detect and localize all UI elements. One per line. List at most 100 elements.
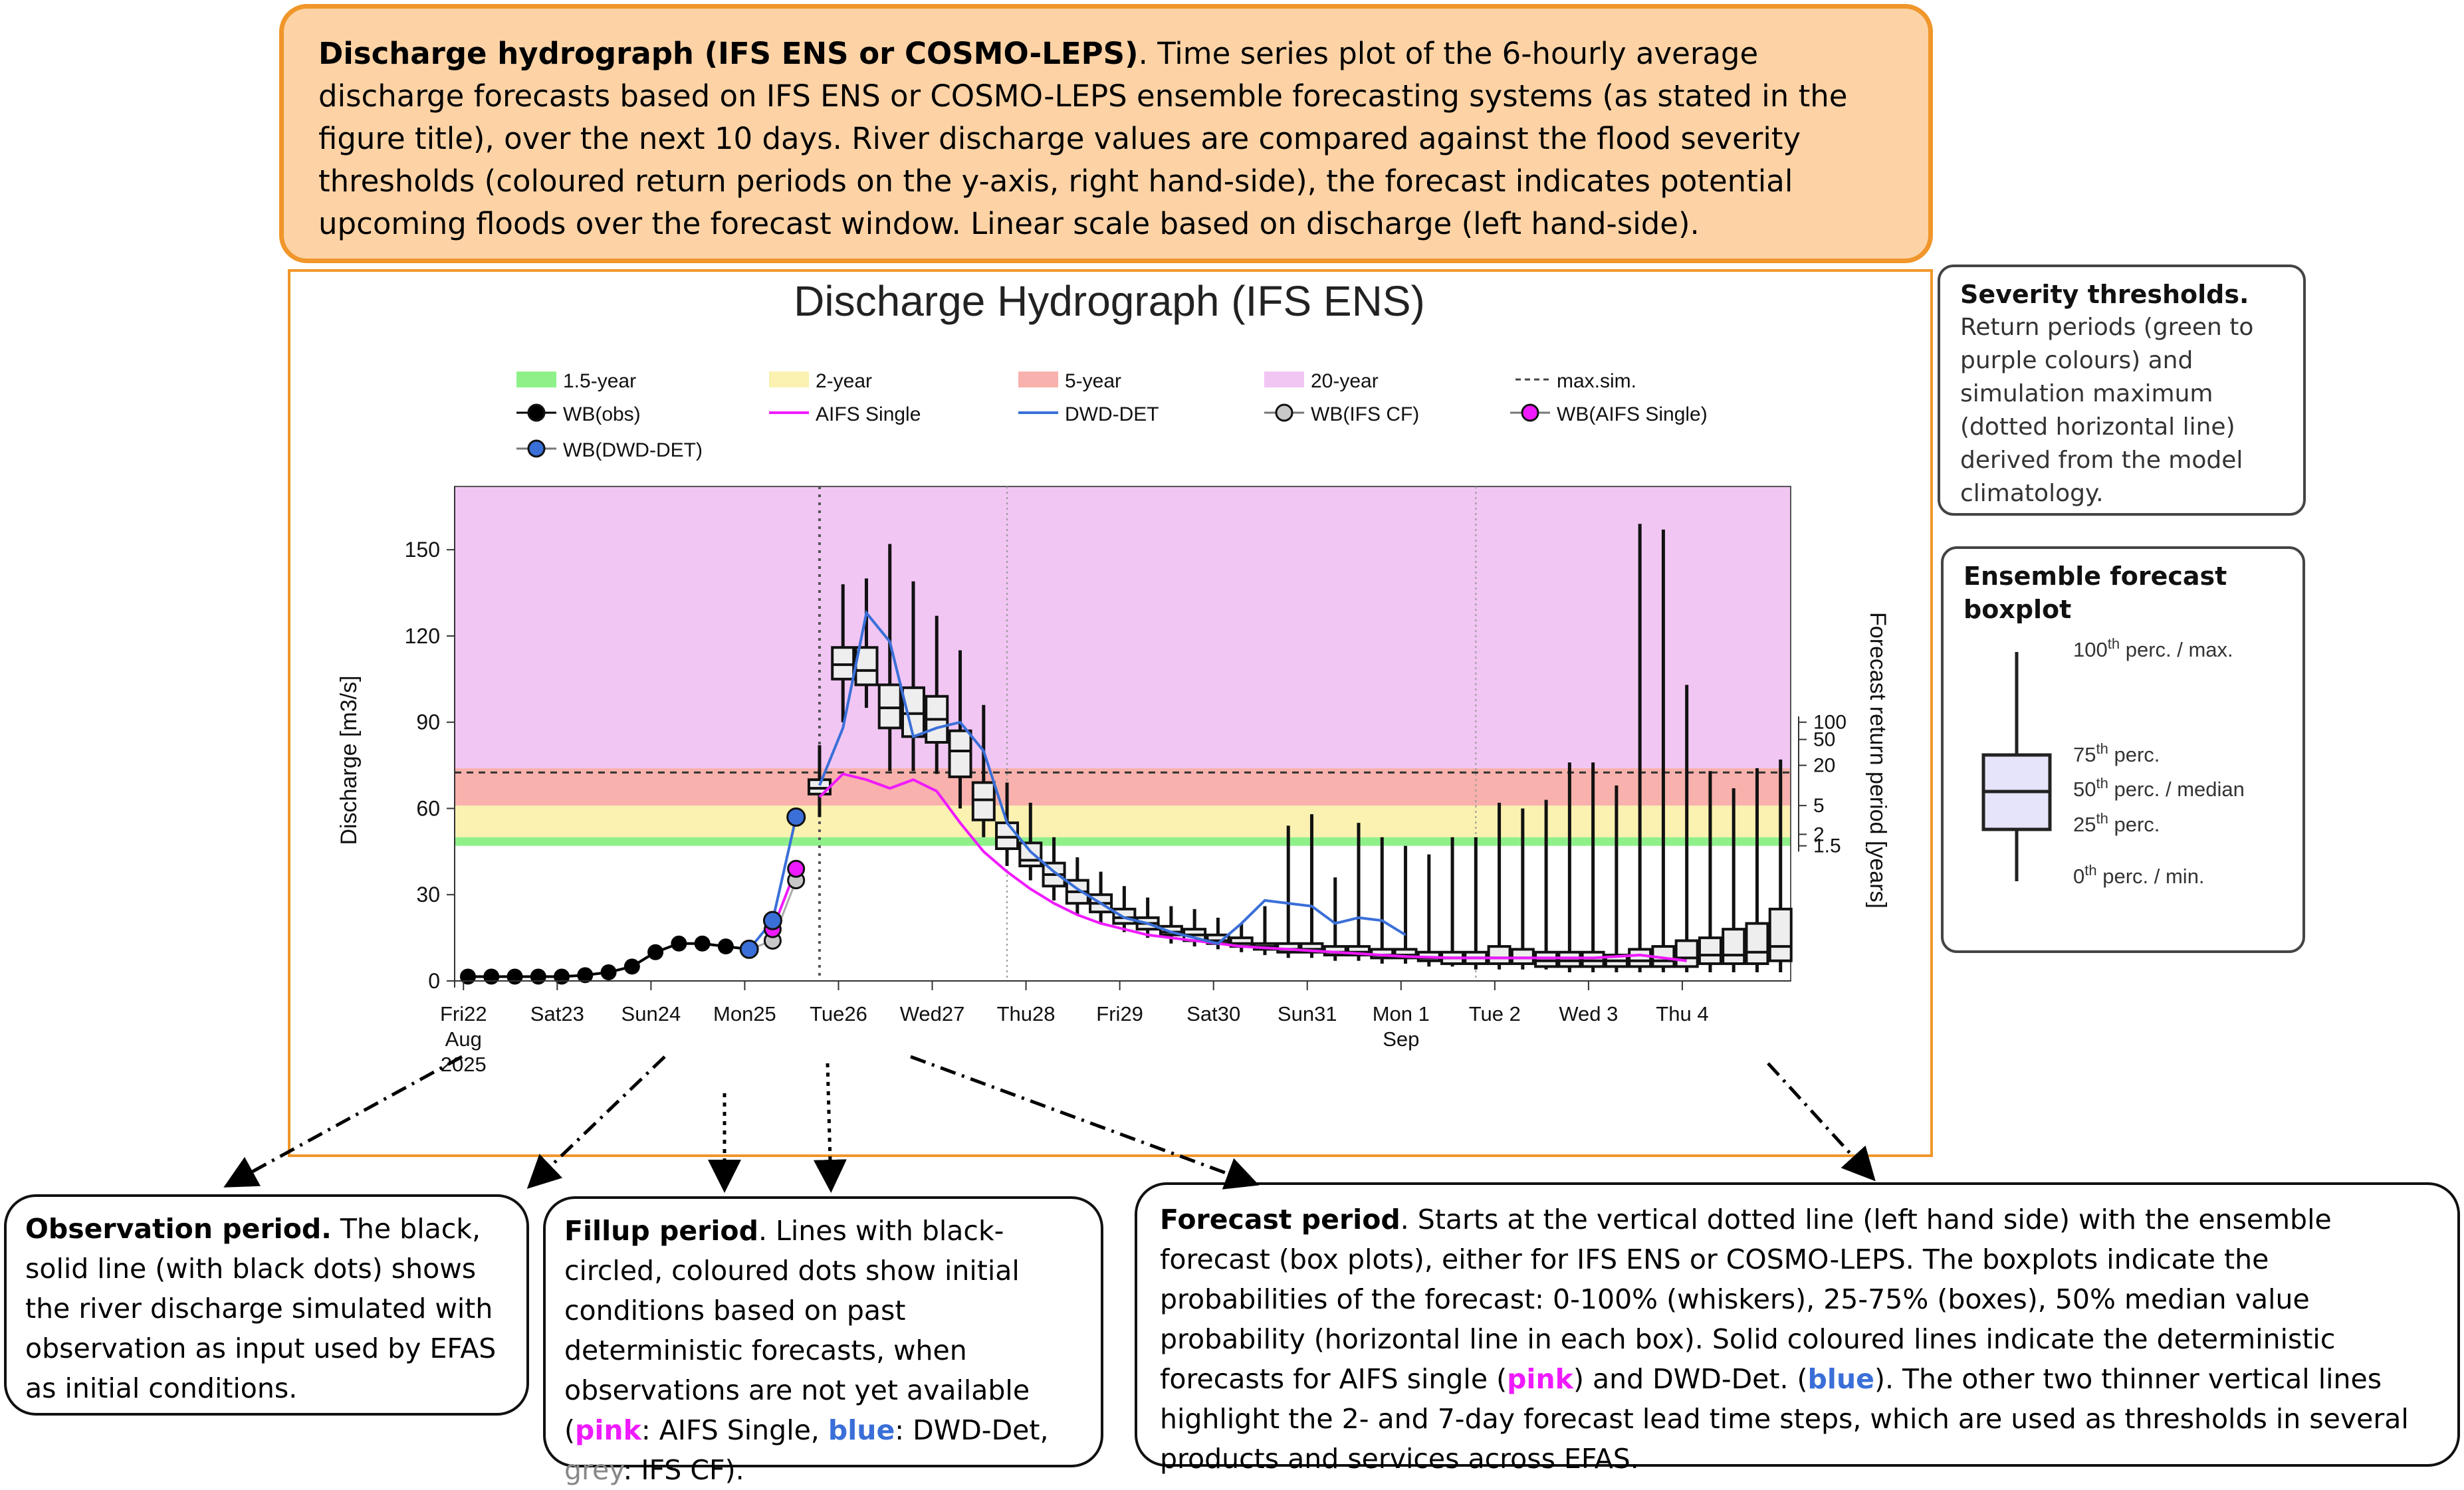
ensemble-boxplot [1534, 799, 1559, 970]
band-1.5-year [455, 837, 1791, 846]
boxplot-legend-label: 100th perc. / max. [2073, 635, 2233, 661]
boxplot-box [1581, 950, 1605, 968]
legend-label: 1.5-year [563, 370, 636, 392]
boxplot-label-num: 25 [2073, 813, 2096, 836]
boxplot-label-sup: th [2096, 810, 2108, 827]
top-description-note: Discharge hydrograph (IFS ENS or COSMO-L… [279, 4, 1933, 263]
fill-note-text-4: : IFS CF). [623, 1454, 744, 1486]
wb-obs-point [530, 968, 546, 985]
y-tick-label: 60 [416, 796, 440, 820]
fill-note-text-1: . Lines with black-circled, coloured dot… [564, 1215, 1030, 1446]
fc-note-blue: blue [1807, 1363, 1874, 1395]
y-axis-label: Discharge [m3/s] [336, 675, 362, 845]
x-tick-label: Sat30 [1186, 1002, 1240, 1025]
x-tick-label: Wed27 [900, 1002, 965, 1025]
legend-marker [527, 403, 546, 422]
boxplot-label-rest: perc. / max. [2120, 638, 2233, 661]
x-tick-label: Sun31 [1278, 1002, 1337, 1025]
boxplot-box [1698, 936, 1722, 966]
boxplot-box [1510, 948, 1535, 966]
fc-note-heading: Forecast period [1160, 1204, 1400, 1235]
ensemble-boxplot [831, 584, 855, 722]
legend-item: WB(IFS CF) [1264, 403, 1419, 425]
legend-label: WB(obs) [563, 403, 641, 425]
boxplot-legend-label: 25th perc. [2073, 810, 2160, 836]
ensemble-boxplot [1651, 529, 1676, 973]
wb-obs-point [600, 964, 617, 981]
ensemble-boxplot [1487, 802, 1512, 970]
legend-swatch [1264, 372, 1304, 387]
legend-swatch [1018, 372, 1058, 387]
legend-label: 20-year [1311, 370, 1379, 392]
boxplot-box [807, 778, 832, 796]
discharge-hydrograph-chart: Discharge Hydrograph (IFS ENS) 1.5-year 2… [336, 277, 1890, 1076]
return-period-tick-label: 5 [1813, 795, 1825, 817]
x-tick-label: Sep [1383, 1027, 1419, 1051]
ensemble-boxplot [1018, 802, 1043, 881]
legend-label: 5-year [1065, 370, 1121, 392]
legend-item: DWD-DET [1018, 403, 1159, 425]
boxplot-box [1534, 950, 1559, 968]
boxplot-legend-label: 0th perc. / min. [2073, 862, 2205, 888]
wb-aifs-point [787, 859, 806, 878]
fill-note-text-3: : DWD-Det, [895, 1414, 1049, 1446]
wb-obs-point [577, 967, 594, 984]
y-tick-label: 150 [405, 538, 440, 562]
ensemble-boxplot-card: Ensemble forecast boxplot 100th perc. / … [1941, 546, 2305, 953]
x-tick-label: Sat23 [530, 1002, 584, 1025]
return-period-tick-label: 20 [1813, 755, 1835, 777]
legend-marker [527, 439, 546, 458]
legend-label: WB(IFS CF) [1311, 403, 1419, 425]
boxplot-card-heading: Ensemble forecast boxplot [1963, 562, 2227, 624]
legend-marker [1521, 403, 1539, 422]
aifs-single-line [818, 772, 1687, 962]
legend-item: WB(obs) [516, 403, 641, 425]
ensemble-boxplot [877, 544, 902, 772]
fc-note-pink: pink [1507, 1363, 1573, 1395]
y-tick-label: 0 [428, 969, 440, 993]
obs-note-text: The black, solid line (with black dots) … [25, 1213, 497, 1404]
boxplot-box [901, 686, 925, 738]
legend-swatch [769, 372, 809, 387]
legend-label: DWD-DET [1065, 403, 1159, 425]
wb-dwd-point [739, 939, 759, 959]
x-tick-label: Fri29 [1096, 1002, 1143, 1025]
boxplot-label-num: 75 [2073, 743, 2096, 766]
ensemble-boxplot [1370, 837, 1395, 964]
boxplot-box [1745, 922, 1769, 966]
ensemble-boxplot [1628, 524, 1652, 973]
boxplot-box [1018, 841, 1043, 867]
y-tick-label: 120 [405, 624, 440, 648]
legend-label: AIFS Single [816, 403, 921, 425]
x-tick-label: Tue 2 [1469, 1002, 1521, 1025]
return-period-tick-label: 100 [1813, 712, 1847, 734]
ensemble-boxplot [1768, 759, 1793, 973]
wb-obs-point [506, 968, 523, 985]
boxplot-legend-label: 50th perc. / median [2073, 775, 2245, 801]
x-tick-label: Wed 3 [1559, 1002, 1618, 1025]
legend-item: AIFS Single [769, 403, 921, 425]
ensemble-boxplot [971, 704, 996, 837]
return-period-tick-label: 2 [1813, 823, 1825, 845]
observation-period-note: Observation period. The black, solid lin… [4, 1194, 529, 1416]
boxplot-box [948, 729, 972, 778]
boxplot-box [877, 683, 902, 730]
boxplot-box [1628, 948, 1652, 968]
legend-marker [1275, 403, 1293, 422]
wb-dwd-point [762, 910, 782, 930]
ensemble-boxplot [1510, 808, 1535, 970]
top-note-heading: Discharge hydrograph (IFS ENS or COSMO-L… [318, 36, 1139, 71]
boxplot-label-rest: perc. / median [2108, 778, 2245, 801]
boxplot-box [1768, 907, 1793, 962]
chart-legend: 1.5-year 2-year 5-year 20-year max.sim. WB(ob… [516, 370, 1708, 461]
x-tick-label: Thu 4 [1656, 1002, 1708, 1025]
ensemble-boxplot [1581, 762, 1605, 973]
fillup-period-note: Fillup period. Lines with black-circled,… [543, 1196, 1103, 1486]
x-tick-label: Mon 1 [1373, 1002, 1430, 1025]
boxplot-box [1557, 950, 1582, 968]
ensemble-boxplot [1674, 685, 1699, 973]
boxplot-label-num: 100 [2073, 638, 2108, 661]
boxplot-label-sup: th [2084, 862, 2096, 879]
wb-obs-point [717, 938, 734, 955]
x-tick-label: Sun24 [621, 1002, 681, 1025]
